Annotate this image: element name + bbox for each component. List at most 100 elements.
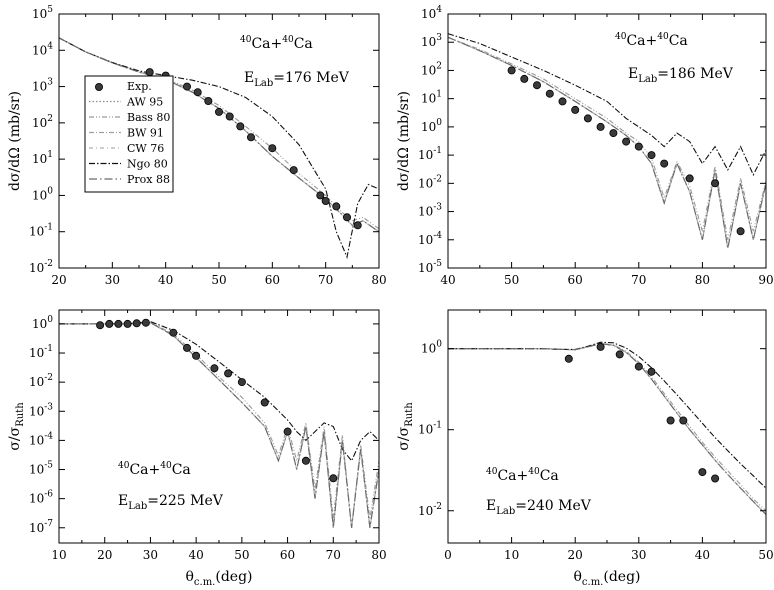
x-tick-label: 30 — [631, 548, 646, 562]
reaction-label: 40Ca+40Ca — [240, 35, 313, 52]
series-line-ngo-80 — [448, 341, 766, 489]
y-tick-label: 101 — [32, 150, 53, 166]
exp-point — [268, 144, 277, 153]
reaction-label: 40Ca+40Ca — [486, 467, 559, 484]
x-tick-label: 60 — [568, 273, 583, 287]
x-tick-label: 30 — [143, 548, 158, 562]
x-tick-label: 90 — [758, 273, 773, 287]
exp-point — [236, 122, 245, 131]
series-line-bw-91 — [448, 36, 766, 249]
x-tick-label: 50 — [758, 548, 773, 562]
exp-point — [711, 474, 720, 483]
legend-label: Exp. — [127, 80, 152, 93]
y-tick-label: 10-5 — [418, 259, 442, 275]
exp-point — [182, 82, 191, 91]
x-tick-label: 40 — [158, 273, 173, 287]
exp-point — [342, 213, 351, 222]
exp-point — [132, 319, 141, 328]
x-tick-label: 60 — [265, 273, 280, 287]
exp-point — [321, 196, 330, 205]
exp-point — [520, 74, 529, 83]
x-tick-label: 0 — [444, 548, 452, 562]
x-tick-label: 20 — [97, 548, 112, 562]
exp-point — [145, 68, 154, 77]
y-axis-label: σ/σRuth — [396, 402, 415, 451]
y-axis-label: dσ/dΩ (mb/sr) — [7, 91, 23, 191]
y-tick-label: 10-2 — [418, 502, 442, 518]
exp-point — [507, 66, 516, 75]
y-tick-label: 10-2 — [29, 259, 53, 275]
x-tick-label: 20 — [568, 548, 583, 562]
y-tick-label: 102 — [421, 61, 442, 77]
y-tick-label: 10-1 — [29, 223, 53, 239]
reaction-label: 40Ca+40Ca — [118, 461, 191, 478]
exp-point — [283, 427, 292, 436]
series-line-prox-88 — [59, 37, 379, 233]
x-tick-label: 60 — [280, 548, 295, 562]
y-tick-label: 10-4 — [418, 231, 442, 247]
reaction-label: 40Ca+40Ca — [615, 32, 688, 49]
exp-point — [204, 97, 213, 106]
exp-point — [711, 179, 720, 188]
series-group — [448, 33, 766, 249]
exp-point — [224, 369, 233, 378]
exp-point — [214, 107, 223, 116]
exp-point — [596, 342, 605, 351]
exp-point — [571, 105, 580, 114]
panel-p1: 20 30 40 50 60 70 80 10-2 10-1 100 101 102 103 104 105… — [7, 5, 387, 287]
exp-point — [332, 202, 341, 211]
series-line-ngo-80 — [59, 321, 379, 462]
legend-label: BW 91 — [127, 127, 164, 140]
panel-p2: 40 50 60 70 80 90 10-5 10-4 10-3 10-2 10-1 100 101 10… — [396, 5, 774, 287]
energy-label: ELab=225 MeV — [118, 493, 224, 512]
legend-label: AW 95 — [126, 96, 163, 109]
legend-label: Prox 88 — [127, 173, 170, 186]
exp-point — [316, 191, 325, 200]
exp-point — [596, 122, 605, 131]
y-tick-label: 104 — [421, 5, 442, 21]
x-tick-label: 10 — [51, 548, 66, 562]
y-tick-label: 10-1 — [418, 146, 442, 162]
exp-point — [545, 89, 554, 98]
x-axis-label: θc.m.(deg) — [185, 569, 252, 588]
y-tick-label: 102 — [32, 114, 53, 130]
series-line-bass-80 — [448, 36, 766, 240]
y-tick-label: 10-1 — [29, 344, 53, 360]
exp-point — [329, 474, 338, 483]
exp-point — [679, 416, 688, 425]
energy-label: ELab=240 MeV — [486, 498, 592, 517]
exp-point — [564, 354, 573, 363]
y-tick-label: 100 — [32, 315, 53, 331]
y-tick-label: 10-3 — [418, 203, 442, 219]
x-tick-label: 50 — [504, 273, 519, 287]
x-tick-label: 50 — [234, 548, 249, 562]
x-tick-label: 80 — [371, 273, 386, 287]
exp-point — [615, 350, 624, 359]
x-tick-label: 10 — [504, 548, 519, 562]
y-tick-label: 10-1 — [418, 421, 442, 437]
exp-point — [698, 468, 707, 477]
x-tick-label: 80 — [695, 273, 710, 287]
exp-point — [660, 159, 669, 168]
exp-point — [685, 174, 694, 183]
x-tick-label: 40 — [440, 273, 455, 287]
y-tick-label: 10-6 — [29, 490, 53, 506]
exp-point — [169, 328, 178, 337]
panel-p3: 10 20 30 40 50 60 70 80 10-7 10-6 10-5 10-4 10-3 10-2… — [7, 309, 387, 588]
exp-point — [114, 319, 123, 328]
exp-point — [192, 351, 201, 360]
y-tick-label: 10-7 — [29, 519, 53, 535]
x-tick-label: 30 — [105, 273, 120, 287]
x-tick-label: 40 — [189, 548, 204, 562]
exp-point — [105, 319, 114, 328]
y-tick-label: 100 — [421, 118, 442, 134]
x-tick-label: 70 — [318, 273, 333, 287]
exp-point — [666, 416, 675, 425]
legend-marker-exp — [95, 83, 104, 92]
exp-point — [634, 362, 643, 371]
y-tick-label: 10-3 — [29, 402, 53, 418]
y-tick-label: 10-2 — [29, 373, 53, 389]
energy-label: ELab=186 MeV — [628, 66, 734, 85]
series-group — [59, 37, 379, 259]
